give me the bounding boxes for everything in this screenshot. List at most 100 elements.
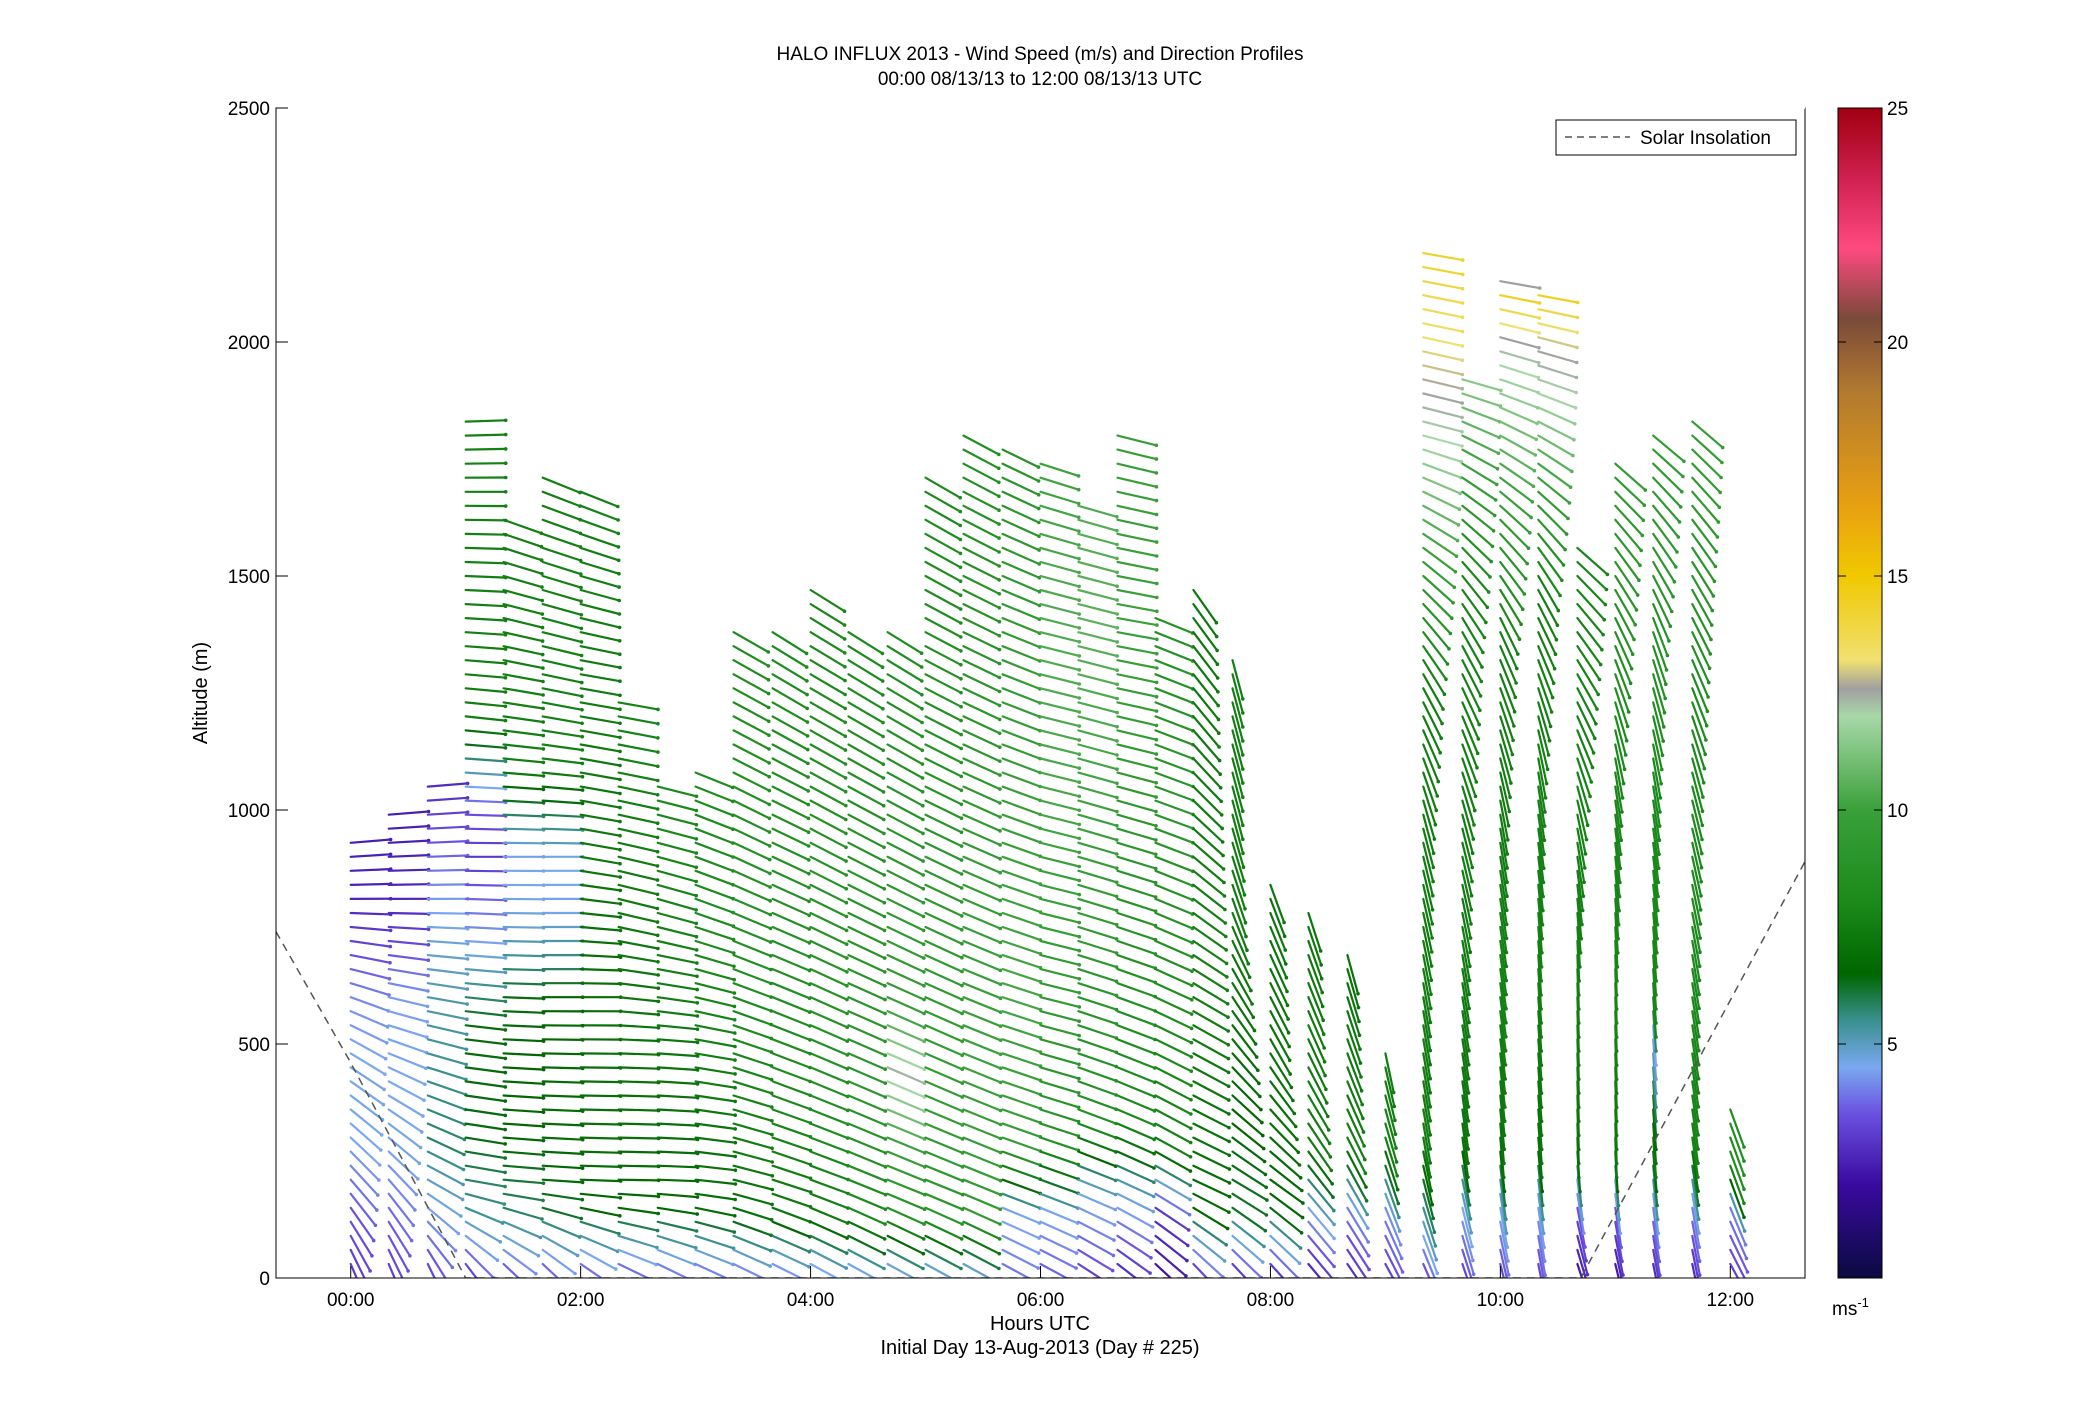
- wind-vector: [1691, 1234, 1701, 1277]
- wind-vector: [962, 1164, 1002, 1182]
- wind-vector-head: [1454, 554, 1459, 558]
- wind-vector: [962, 532, 1001, 554]
- wind-vector-head: [958, 579, 963, 583]
- wind-vector-head: [997, 536, 1001, 540]
- wind-vector: [1691, 1192, 1701, 1235]
- wind-vector-head: [732, 977, 736, 982]
- wind-vector: [1116, 1066, 1156, 1084]
- wind-vector: [809, 1164, 850, 1181]
- wind-vector-head: [1504, 978, 1509, 983]
- wind-vector-head: [378, 1163, 382, 1167]
- wind-vector-head: [1225, 975, 1229, 979]
- wind-vector-head: [618, 833, 622, 838]
- wind-vector: [1461, 1108, 1470, 1151]
- wind-vector: [847, 785, 885, 807]
- wind-vector-head: [843, 720, 847, 725]
- wind-vector: [1231, 715, 1244, 757]
- wind-vector: [1461, 406, 1501, 423]
- wind-vector: [1001, 616, 1041, 635]
- wind-vector-head: [1076, 474, 1081, 478]
- wind-vector-head: [1640, 533, 1645, 538]
- wind-vector: [847, 701, 885, 724]
- wind-vector: [962, 1108, 1002, 1126]
- wind-vector: [1231, 1080, 1263, 1111]
- wind-vector-head: [959, 1251, 964, 1256]
- wind-vector: [1154, 701, 1194, 718]
- wind-vector-head: [1541, 1217, 1545, 1222]
- wind-vector-head: [959, 900, 964, 904]
- wind-vector-head: [1742, 1173, 1746, 1177]
- wind-vector: [962, 588, 1001, 609]
- wind-vector: [847, 1094, 887, 1113]
- wind-vector: [1001, 1178, 1042, 1195]
- wind-vector-head: [1301, 1201, 1305, 1205]
- wind-vector: [1116, 1052, 1156, 1070]
- wind-vector: [962, 911, 1002, 930]
- wind-vector: [1691, 504, 1719, 539]
- wind-vector: [426, 996, 469, 1006]
- wind-vector-head: [1431, 879, 1435, 884]
- wind-vector: [1039, 729, 1081, 742]
- wind-vector: [1154, 673, 1194, 691]
- wind-vector: [771, 1164, 812, 1180]
- wind-vector-head: [462, 1152, 466, 1157]
- wind-vector-head: [998, 1150, 1003, 1155]
- wind-vector: [1116, 490, 1158, 502]
- wind-vector: [732, 1150, 774, 1164]
- wind-vector-head: [1244, 934, 1248, 939]
- wind-vector-head: [1223, 907, 1227, 912]
- wind-vector: [579, 827, 622, 837]
- wind-vector: [1499, 982, 1508, 1024]
- wind-vector: [1576, 785, 1589, 827]
- wind-vector-head: [425, 1020, 430, 1024]
- wind-vector: [771, 785, 810, 806]
- wind-vector: [694, 939, 735, 955]
- wind-vector: [1576, 729, 1594, 769]
- wind-vector: [1461, 729, 1479, 769]
- wind-vector: [1422, 827, 1435, 869]
- wind-vector: [1691, 560, 1715, 598]
- wind-vector: [924, 1248, 963, 1270]
- wind-vector-head: [1506, 838, 1510, 842]
- wind-vector: [1154, 883, 1194, 902]
- x-tick-label: 08:00: [1247, 1290, 1295, 1311]
- wind-vector: [924, 1234, 963, 1255]
- wind-vector-head: [1226, 1056, 1231, 1061]
- wind-vector: [1461, 532, 1493, 563]
- wind-vector: [962, 701, 1001, 721]
- colorbar-gradient: [1838, 108, 1882, 1278]
- wind-vector: [579, 743, 622, 753]
- wind-vector-head: [1189, 1098, 1193, 1102]
- wind-vector-head: [1331, 1195, 1335, 1199]
- wind-vector-head: [1154, 852, 1158, 857]
- wind-vector: [1537, 560, 1562, 597]
- wind-vector: [426, 939, 469, 945]
- wind-vector: [426, 796, 469, 802]
- wind-vector-head: [1577, 1175, 1581, 1180]
- wind-vector: [579, 855, 622, 865]
- wind-vector: [464, 771, 507, 777]
- wind-vector: [1001, 939, 1042, 955]
- wind-vector: [1422, 701, 1443, 740]
- wind-vector-head: [1149, 1256, 1153, 1260]
- wind-vector-head: [1115, 866, 1119, 870]
- wind-vector-head: [1699, 865, 1704, 870]
- wind-vector: [579, 1136, 622, 1140]
- wind-vector-head: [375, 1208, 379, 1212]
- wind-vector-head: [1700, 809, 1705, 813]
- wind-vector-head: [503, 1099, 508, 1103]
- wind-vector: [1116, 434, 1158, 447]
- wind-vector: [924, 757, 963, 778]
- wind-vector-head: [1214, 634, 1219, 639]
- wind-vector: [1116, 799, 1158, 813]
- wind-vector: [1461, 883, 1473, 926]
- wind-vector: [1461, 448, 1499, 470]
- wind-vector-head: [1543, 796, 1548, 800]
- wind-vector: [771, 673, 809, 696]
- wind-vector-head: [997, 606, 1002, 610]
- wind-vector-head: [1222, 1259, 1227, 1263]
- wind-vector: [1499, 462, 1535, 488]
- wind-vector-head: [881, 707, 885, 711]
- wind-vector: [1307, 1178, 1335, 1212]
- wind-vector-head: [695, 987, 699, 992]
